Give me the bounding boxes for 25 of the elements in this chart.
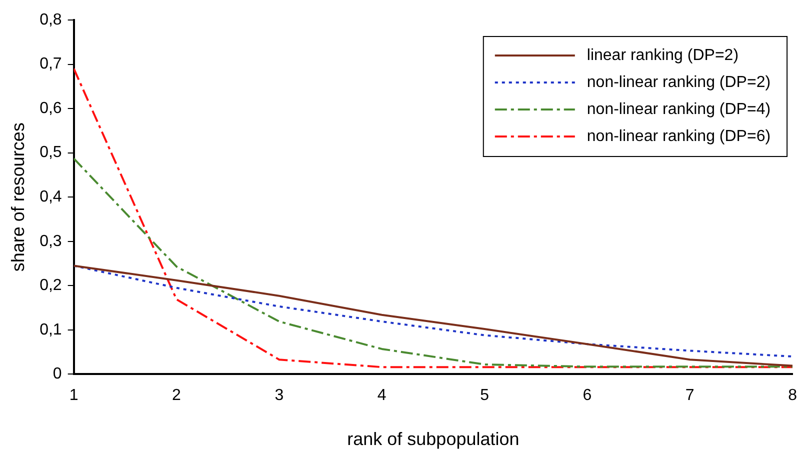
y-tick-label: 0,8 [40, 11, 62, 28]
legend-label: non-linear ranking (DP=6) [586, 128, 771, 145]
x-tick-label: 1 [69, 387, 78, 404]
y-tick-label: 0 [52, 366, 62, 383]
x-tick-label: 5 [480, 387, 490, 404]
legend-label: linear ranking (DP=2) [586, 46, 739, 64]
line-series [74, 68, 793, 368]
x-tick-label: 3 [274, 387, 284, 404]
x-tick-label: 4 [377, 387, 386, 404]
x-tick-label: 6 [582, 387, 592, 404]
legend-label: non-linear ranking (DP=2) [586, 74, 771, 91]
y-tick-label: 0,2 [40, 277, 62, 294]
y-tick-label: 0,6 [40, 100, 62, 117]
y-tick-label: 0,7 [40, 56, 62, 73]
x-axis-title: rank of subpopulation [347, 429, 520, 450]
x-tick-label: 8 [788, 387, 798, 404]
y-tick-label: 0,1 [40, 321, 62, 338]
legend-label: non-linear ranking (DP=4) [586, 100, 771, 118]
y-tick-label: 0,3 [40, 232, 62, 250]
x-tick-label: 7 [685, 387, 694, 404]
y-axis-title: share of resources [8, 122, 28, 272]
line-series [74, 158, 793, 368]
x-tick-label: 2 [172, 387, 182, 404]
y-tick-label: 0,5 [40, 144, 62, 162]
y-tick-label: 0,4 [40, 188, 62, 206]
